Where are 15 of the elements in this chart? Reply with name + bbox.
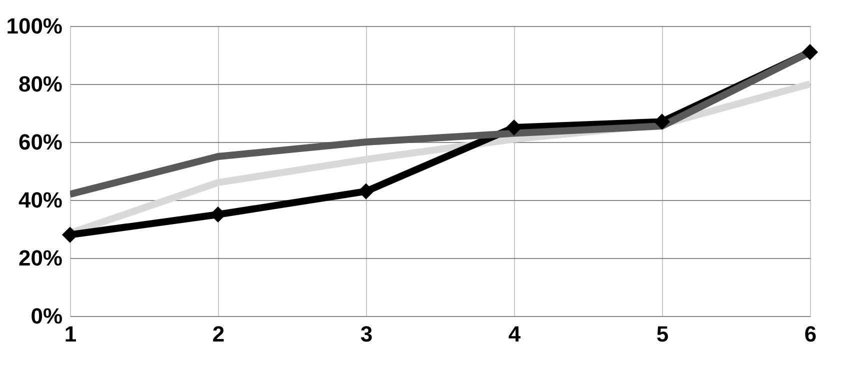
y-tick-label: 100%: [6, 14, 62, 38]
y-tick-label: 60%: [18, 130, 62, 154]
point: [654, 114, 670, 130]
x-tick-label: 4: [508, 322, 522, 346]
x-tick-label: 2: [212, 322, 225, 346]
y-tick-label: 40%: [18, 188, 62, 212]
point: [506, 119, 522, 136]
x-tick-label: 6: [804, 322, 817, 346]
y-tick-label: 0%: [30, 304, 62, 328]
y-tick-label: 20%: [18, 246, 62, 270]
x-tick-label: 3: [360, 322, 373, 346]
y-tick-label: 80%: [18, 72, 62, 96]
x-tick-label: 1: [64, 322, 77, 346]
x-tick-label: 5: [656, 322, 669, 346]
point: [802, 44, 818, 60]
